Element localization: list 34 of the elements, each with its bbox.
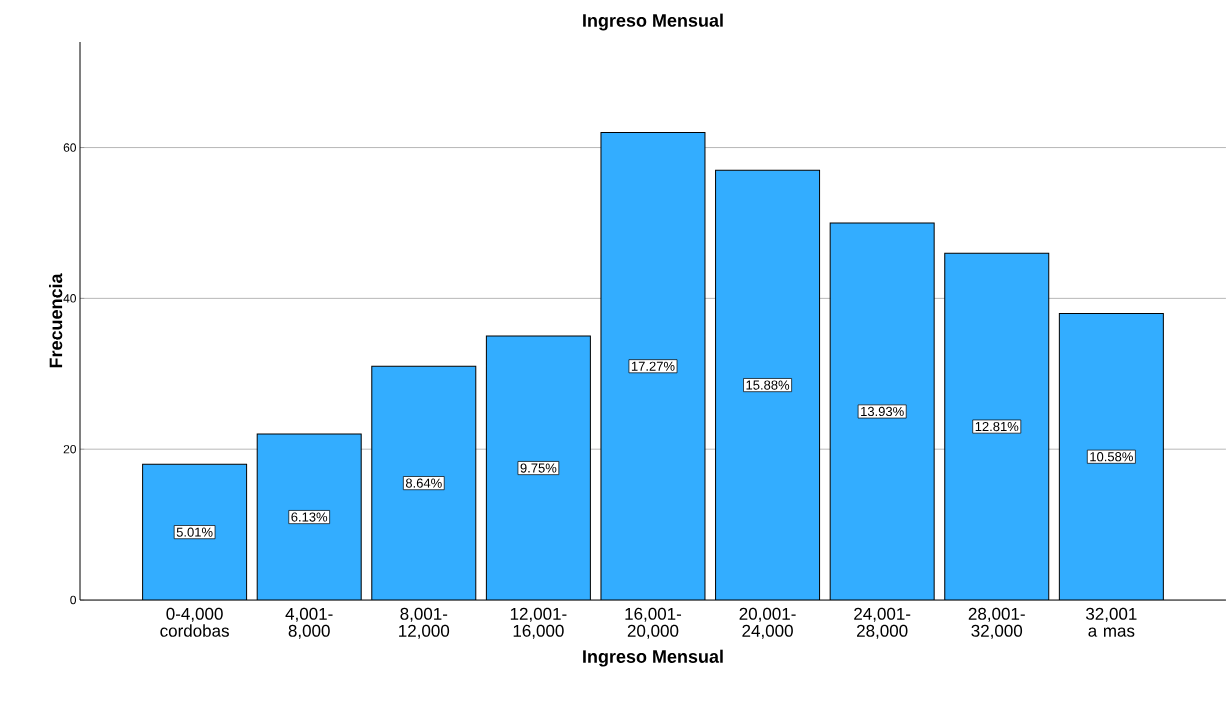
x-tick-label: 20,001-24,000 (739, 607, 796, 639)
x-tick-label: 24,001-28,000 (854, 607, 911, 639)
bar (486, 336, 591, 600)
annotation: 5.01% (176, 527, 213, 537)
bar (257, 434, 362, 600)
x-tick-label: 28,001-32,000 (968, 607, 1025, 639)
y-tick-label: 20 (63, 444, 77, 454)
annotation: 8.64% (405, 478, 442, 488)
annotation: 17.27% (631, 361, 675, 371)
y-axis-title: Frecuencia (49, 273, 63, 368)
bar (715, 170, 820, 600)
x-axis-title: Ingreso Mensual (583, 649, 723, 667)
x-tick-label: 12,001-16,000 (510, 607, 567, 639)
chart-title: Ingreso Mensual (583, 13, 723, 31)
x-tick-label: 4,001-8,000 (285, 607, 333, 639)
x-tick-label: 0-4,000 cordobas (160, 607, 229, 637)
annotation: 6.13% (291, 512, 328, 522)
bar (944, 253, 1049, 600)
bar (142, 464, 247, 600)
bar (830, 222, 935, 600)
annotation: 12.81% (975, 421, 1019, 432)
y-tick-label: 0 (70, 595, 77, 605)
x-tick-label: 32,001 a mas (1085, 607, 1137, 637)
bar (371, 366, 476, 600)
bar (1058, 312, 1164, 600)
x-tick-label: 8,001-12,000 (399, 607, 450, 639)
annotation: 9.75% (520, 463, 557, 473)
annotation: 13.93% (861, 406, 904, 417)
annotation: 10.58% (1090, 452, 1133, 462)
y-tick-label: 40 (63, 294, 77, 303)
bar (600, 132, 705, 600)
y-tick-label: 60 (63, 143, 77, 152)
annotation: 15.88% (746, 380, 790, 390)
x-tick-label: 16,001-20,000 (625, 607, 682, 639)
